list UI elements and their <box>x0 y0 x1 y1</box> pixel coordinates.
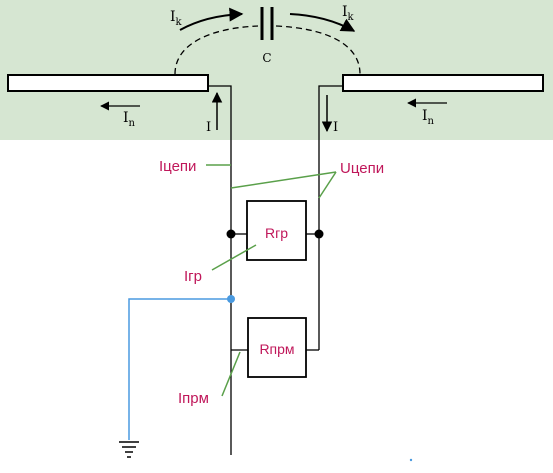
current-n-label-left: In <box>123 110 136 129</box>
callout-line-u-circuit-right <box>318 171 337 199</box>
callout-line-i-prm <box>221 351 241 397</box>
resistor-rgr-label: Rгр <box>265 225 288 241</box>
current-k-label-left: Ik <box>170 9 183 28</box>
callout-line-i-gr <box>211 244 257 271</box>
i-gr-label: Iгр <box>184 268 202 285</box>
resistor-rprm <box>247 317 307 378</box>
current-n-label-right: In <box>422 108 435 127</box>
junction-dot-left <box>226 229 236 239</box>
capacitor-label: C <box>262 51 271 65</box>
left-lead-wire <box>208 85 232 455</box>
i-prm-label: Iпрм <box>178 390 209 407</box>
capacitive-current-arc-right <box>275 25 361 75</box>
capacitor-icon <box>260 7 274 40</box>
capacitive-current-arc-left <box>174 25 259 75</box>
callout-line-u-circuit-left <box>230 171 337 189</box>
right-lead-wire <box>318 85 343 350</box>
resistor-rgr <box>246 200 307 261</box>
junction-dot-right <box>314 229 324 239</box>
top-background-band <box>0 0 553 140</box>
ground-symbol-icon <box>119 441 139 458</box>
right-rail <box>342 74 544 92</box>
current-k-arrow-right <box>289 13 356 32</box>
lead-current-label-right: I <box>333 120 338 135</box>
u-circuit-label: Uцепи <box>340 160 384 177</box>
lead-current-label-left: I <box>206 120 211 135</box>
stray-dot <box>409 458 413 462</box>
resistor-rprm-label: Rпрм <box>259 341 294 357</box>
ground-wire <box>128 298 231 440</box>
left-rail <box>7 74 209 92</box>
current-k-arrow-left <box>179 7 244 31</box>
current-k-label-right: Ik <box>342 4 355 23</box>
i-circuit-label: Iцепи <box>159 158 196 175</box>
ground-junction-dot <box>227 295 235 303</box>
